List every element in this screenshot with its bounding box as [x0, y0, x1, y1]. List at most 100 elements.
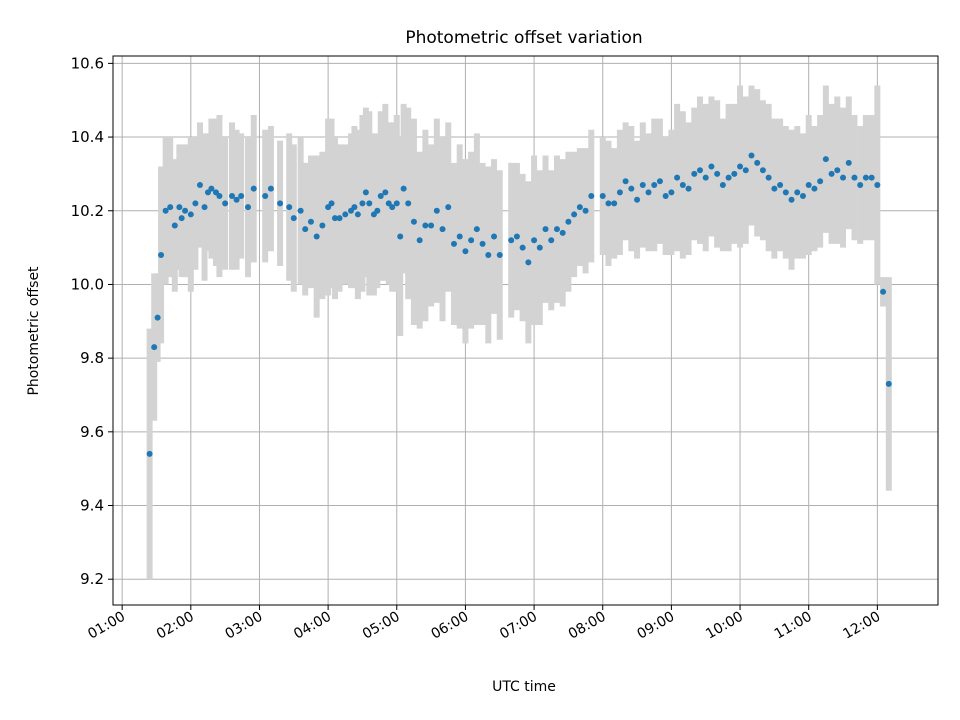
data-point	[622, 178, 629, 185]
data-point	[519, 244, 526, 251]
x-tick-label: 07:00	[497, 609, 540, 643]
data-point	[737, 163, 744, 170]
data-point	[668, 189, 675, 196]
data-point	[331, 215, 338, 222]
data-point	[799, 193, 806, 200]
data-point	[182, 207, 189, 214]
data-point	[354, 211, 361, 218]
data-point	[548, 237, 555, 244]
data-point	[342, 211, 349, 218]
data-point	[782, 189, 789, 196]
data-point	[702, 174, 709, 181]
data-point	[146, 450, 153, 457]
data-point	[439, 226, 446, 233]
data-point	[178, 215, 185, 222]
data-point	[176, 204, 183, 211]
data-point	[628, 185, 635, 192]
data-point	[571, 211, 578, 218]
y-tick-label: 10.2	[71, 202, 104, 220]
data-point	[158, 251, 165, 258]
data-point	[828, 170, 835, 177]
data-points	[146, 152, 892, 457]
data-point	[362, 189, 369, 196]
data-point	[456, 233, 463, 240]
data-point	[857, 181, 864, 188]
data-point	[313, 233, 320, 240]
data-point	[748, 152, 755, 159]
data-point	[817, 178, 824, 185]
data-point	[485, 251, 492, 258]
data-point	[154, 314, 161, 321]
data-point	[405, 200, 412, 207]
data-point	[651, 181, 658, 188]
data-point	[691, 170, 698, 177]
y-tick-label: 10.6	[71, 54, 104, 72]
data-point	[245, 204, 252, 211]
data-point	[674, 174, 681, 181]
y-axis-label: Photometric offset	[26, 266, 42, 396]
y-tick-label: 9.2	[80, 570, 104, 588]
data-point	[297, 207, 304, 214]
data-point	[496, 251, 503, 258]
chart-title: Photometric offset variation	[405, 28, 642, 48]
data-point	[208, 185, 215, 192]
data-point	[162, 207, 169, 214]
data-point	[851, 174, 858, 181]
data-point	[588, 193, 595, 200]
data-point	[229, 193, 236, 200]
data-point	[359, 200, 366, 207]
data-point	[811, 185, 818, 192]
data-point	[196, 181, 203, 188]
data-point	[634, 196, 641, 203]
data-point	[462, 248, 469, 255]
data-point	[645, 189, 652, 196]
data-point	[468, 237, 475, 244]
data-point	[777, 181, 784, 188]
data-point	[167, 204, 174, 211]
data-point	[536, 244, 543, 251]
data-point	[565, 218, 572, 225]
data-point	[685, 185, 692, 192]
y-tick-label: 10.4	[71, 128, 104, 146]
data-point	[656, 178, 663, 185]
data-point	[805, 181, 812, 188]
data-point	[708, 163, 715, 170]
data-point	[880, 288, 887, 295]
x-tick-label: 09:00	[634, 609, 677, 643]
data-point	[719, 181, 726, 188]
data-point	[410, 218, 417, 225]
data-point	[262, 193, 269, 200]
data-point	[742, 167, 749, 174]
data-point	[679, 181, 686, 188]
x-tick-label: 04:00	[291, 609, 334, 643]
data-point	[599, 193, 606, 200]
data-point	[885, 380, 892, 387]
data-point	[351, 204, 358, 211]
data-point	[576, 204, 583, 211]
data-point	[366, 200, 373, 207]
data-point	[788, 196, 795, 203]
data-point	[725, 174, 732, 181]
data-point	[845, 159, 852, 166]
data-point	[238, 193, 245, 200]
y-tick-label: 9.8	[80, 349, 104, 367]
data-point	[389, 204, 396, 211]
data-point	[393, 200, 400, 207]
data-point	[250, 185, 257, 192]
data-point	[611, 200, 618, 207]
data-point	[542, 226, 549, 233]
data-point	[233, 196, 240, 203]
data-point	[290, 215, 297, 222]
x-tick-label: 06:00	[428, 609, 471, 643]
data-point	[822, 156, 829, 163]
data-point	[374, 207, 381, 214]
data-point	[450, 240, 457, 247]
data-point	[302, 226, 309, 233]
data-point	[605, 200, 612, 207]
data-point	[794, 189, 801, 196]
data-point	[513, 233, 520, 240]
data-point	[397, 233, 404, 240]
data-point	[151, 344, 158, 351]
